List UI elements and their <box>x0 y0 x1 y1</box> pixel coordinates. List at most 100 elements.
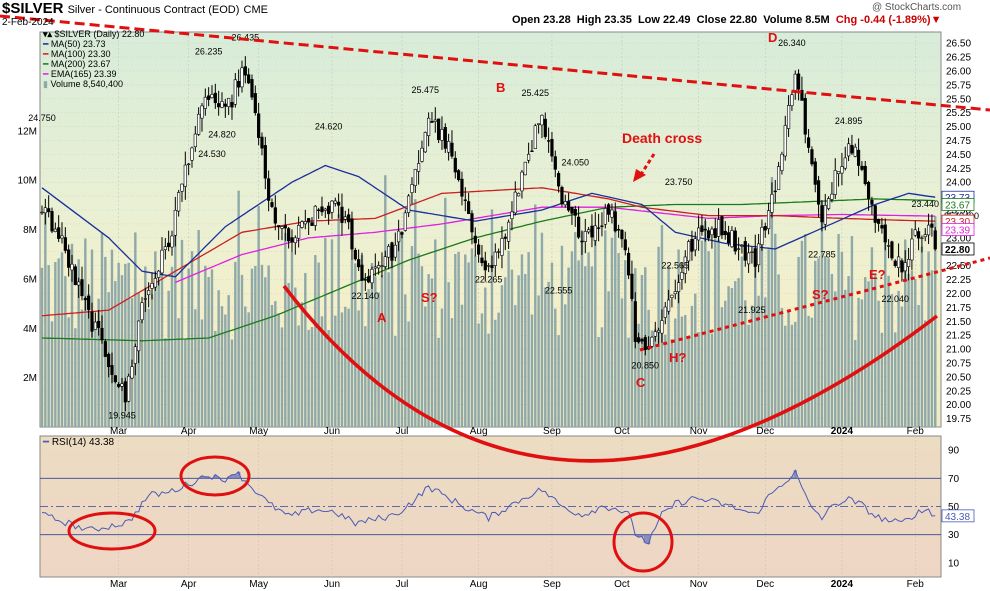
candle-body <box>613 211 617 232</box>
volume-bar <box>804 234 807 427</box>
month-label: Sep <box>543 426 561 437</box>
volume-bar <box>654 328 657 427</box>
candle-body <box>323 208 327 211</box>
volume-bar <box>557 335 560 427</box>
candle-body <box>120 383 124 387</box>
candle-body <box>587 229 591 233</box>
volume-bar <box>560 245 564 427</box>
candle-body <box>846 143 851 157</box>
brand-watermark[interactable]: @ StockCharts.com <box>872 2 962 13</box>
rsi-month-label: Feb <box>907 579 925 590</box>
price-tick-label: 20.25 <box>946 386 971 397</box>
volume-bar <box>714 238 717 427</box>
volume-bar <box>294 287 297 427</box>
volume-bar <box>910 270 914 427</box>
volume-bar <box>54 262 57 427</box>
volume-bar <box>337 214 340 427</box>
candle-body <box>640 338 644 342</box>
candle-body <box>280 226 284 229</box>
volume-bar <box>854 339 857 427</box>
volume-bar <box>577 260 580 427</box>
candle-body <box>347 214 351 223</box>
volume-bar <box>430 278 434 427</box>
candle-body <box>383 256 387 267</box>
candle-body <box>573 208 577 216</box>
volume-bar <box>244 306 247 427</box>
change-value: Chg -0.44 (-1.89%) <box>835 14 931 26</box>
candle-body <box>700 225 704 232</box>
volume-bar <box>230 339 234 427</box>
candle-body <box>660 320 664 334</box>
candle-body <box>187 163 191 166</box>
candle-body <box>746 252 751 265</box>
value-badge: 23.30 <box>945 217 970 228</box>
rsi-month-label: May <box>249 579 268 590</box>
candle-body <box>83 298 87 301</box>
price-tick-label: 23.50 <box>946 206 971 217</box>
candle-body <box>823 205 827 225</box>
volume-bar <box>204 265 207 427</box>
candle-body <box>233 79 237 105</box>
candle-body <box>716 219 721 237</box>
volume-tick-label: 12M <box>18 126 37 137</box>
candle-body <box>423 132 427 153</box>
volume-bar <box>167 290 170 427</box>
price-data-label: 19.945 <box>108 411 136 421</box>
label-h: H? <box>669 350 686 365</box>
month-label: Mar <box>110 426 128 437</box>
candle-body <box>73 266 77 286</box>
candle-body <box>910 238 914 261</box>
price-tick-label: 26.25 <box>946 53 971 64</box>
candle-body <box>703 228 707 231</box>
candle-body <box>540 114 544 126</box>
candle-body <box>267 178 271 201</box>
candle-body <box>900 260 904 273</box>
candle-body <box>763 226 767 231</box>
volume-bar <box>787 310 790 427</box>
change-arrow-icon: ▼ <box>930 14 942 26</box>
candle-body <box>360 264 364 281</box>
candle-body <box>67 249 71 268</box>
candle-body <box>590 225 594 238</box>
volume-bar <box>380 274 384 427</box>
volume-bar <box>390 242 394 427</box>
candle-body <box>633 301 637 342</box>
volume-bar <box>257 206 260 427</box>
candle-body <box>570 206 574 214</box>
volume-bar <box>600 327 604 427</box>
candle-body <box>273 207 277 224</box>
volume-bar <box>344 306 347 427</box>
volume-bar <box>504 277 507 427</box>
price-labels: 24.750 26.235 26.435 24.820 24.530 19.945 24.6… <box>28 32 939 420</box>
volume-bar <box>60 252 64 427</box>
candle-body <box>650 336 654 347</box>
candle-body <box>140 302 144 321</box>
candle-body <box>43 207 47 214</box>
month-label: Feb <box>907 426 925 437</box>
candle-body <box>610 209 614 218</box>
volume-bar <box>694 293 697 427</box>
candle-body <box>457 170 461 180</box>
candle-body <box>693 238 697 251</box>
volume-bar <box>394 335 397 427</box>
volume-bar <box>534 204 537 427</box>
chart-date: 2-Feb-2024 <box>2 17 54 28</box>
downtrend-line <box>0 14 990 112</box>
volume-bar <box>730 287 734 427</box>
candle-body <box>513 191 517 214</box>
volume-bar <box>607 291 610 427</box>
candle-body <box>813 161 817 185</box>
volume-bar <box>544 287 547 427</box>
label-a: A <box>377 310 387 325</box>
volume-bar <box>354 263 357 427</box>
volume-bar <box>164 338 167 427</box>
candle-body <box>690 239 694 252</box>
volume-bar <box>90 249 94 427</box>
candle-body <box>153 278 157 288</box>
volume-bar <box>270 304 274 427</box>
volume-bar <box>587 252 590 427</box>
volume-bar <box>277 313 280 427</box>
month-label: Nov <box>690 426 708 437</box>
volume-bar <box>117 262 120 427</box>
